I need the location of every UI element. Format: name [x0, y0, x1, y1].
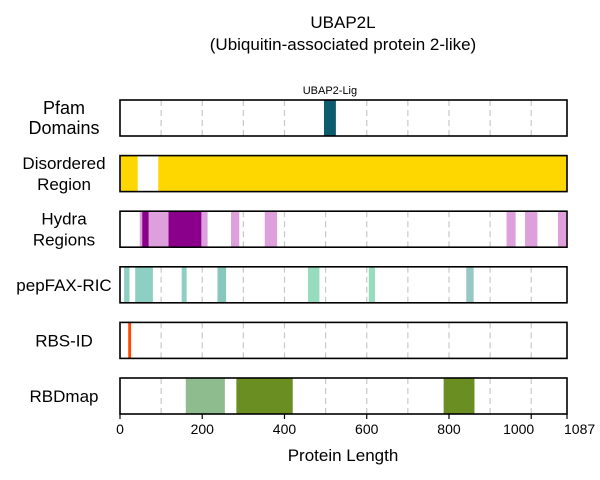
track-border — [119, 321, 568, 360]
track-border — [119, 154, 568, 193]
track-3: pepFAX-RIC — [16, 265, 568, 304]
region-segment — [124, 266, 130, 303]
chart-title: UBAP2L — [310, 13, 375, 32]
region-segment — [443, 378, 475, 414]
track-5: RBDmap — [30, 377, 568, 415]
region-segment — [181, 266, 187, 303]
region-segment — [323, 100, 336, 136]
region-segment — [264, 211, 278, 248]
region-segment — [135, 266, 153, 303]
region-segment — [185, 378, 225, 414]
region-segment — [148, 211, 169, 248]
x-tick-label: 1000 — [503, 421, 534, 437]
track-2: Hydra Regions — [33, 210, 568, 250]
track-border — [119, 99, 568, 137]
x-tick-label: 400 — [273, 421, 297, 437]
region-segment — [201, 211, 208, 248]
region-segment — [231, 211, 240, 248]
track-border — [119, 377, 568, 415]
track-label: Hydra Regions — [33, 210, 95, 250]
x-tick-label: 0 — [116, 421, 124, 437]
region-segment — [142, 211, 149, 248]
track-label: RBS-ID — [35, 331, 93, 350]
track-4: RBS-ID — [35, 321, 568, 360]
region-segment — [557, 211, 567, 248]
vertical-gridlines — [160, 100, 532, 414]
region-segment — [307, 266, 320, 303]
region-segment — [236, 378, 293, 414]
x-tick-label: 1087 — [564, 421, 595, 437]
domain-label: UBAP2-Lig — [303, 85, 357, 97]
region-segment — [158, 155, 568, 192]
region-segment — [506, 211, 516, 248]
region-segment — [128, 322, 132, 359]
chart-subtitle: (Ubiquitin-associated protein 2-like) — [210, 35, 476, 54]
track-1: Disordered Region — [22, 154, 568, 194]
x-axis: 0 200 400 600 800 1000 1087 — [116, 414, 595, 437]
region-segment — [139, 211, 143, 248]
track-label: RBDmap — [30, 387, 99, 406]
track-label: pepFAX-RIC — [16, 276, 111, 295]
track-border — [119, 210, 568, 248]
region-segment — [217, 266, 227, 303]
track-label: Disordered Region — [22, 154, 105, 194]
track-border — [119, 265, 568, 304]
region-segment — [120, 155, 138, 192]
x-tick-label: 200 — [191, 421, 215, 437]
track-0: Pfam Domains UBAP2-Lig — [28, 85, 568, 138]
region-segment — [368, 266, 375, 303]
track-label: Pfam Domains — [28, 98, 99, 138]
region-segment — [466, 266, 474, 303]
track-panels: Pfam Domains UBAP2-Lig Disordered Region Hydr… — [16, 85, 568, 415]
region-segment — [168, 211, 202, 248]
x-tick-label: 800 — [437, 421, 461, 437]
region-segment — [525, 211, 538, 248]
x-axis-label: Protein Length — [288, 446, 399, 465]
x-tick-label: 600 — [355, 421, 379, 437]
